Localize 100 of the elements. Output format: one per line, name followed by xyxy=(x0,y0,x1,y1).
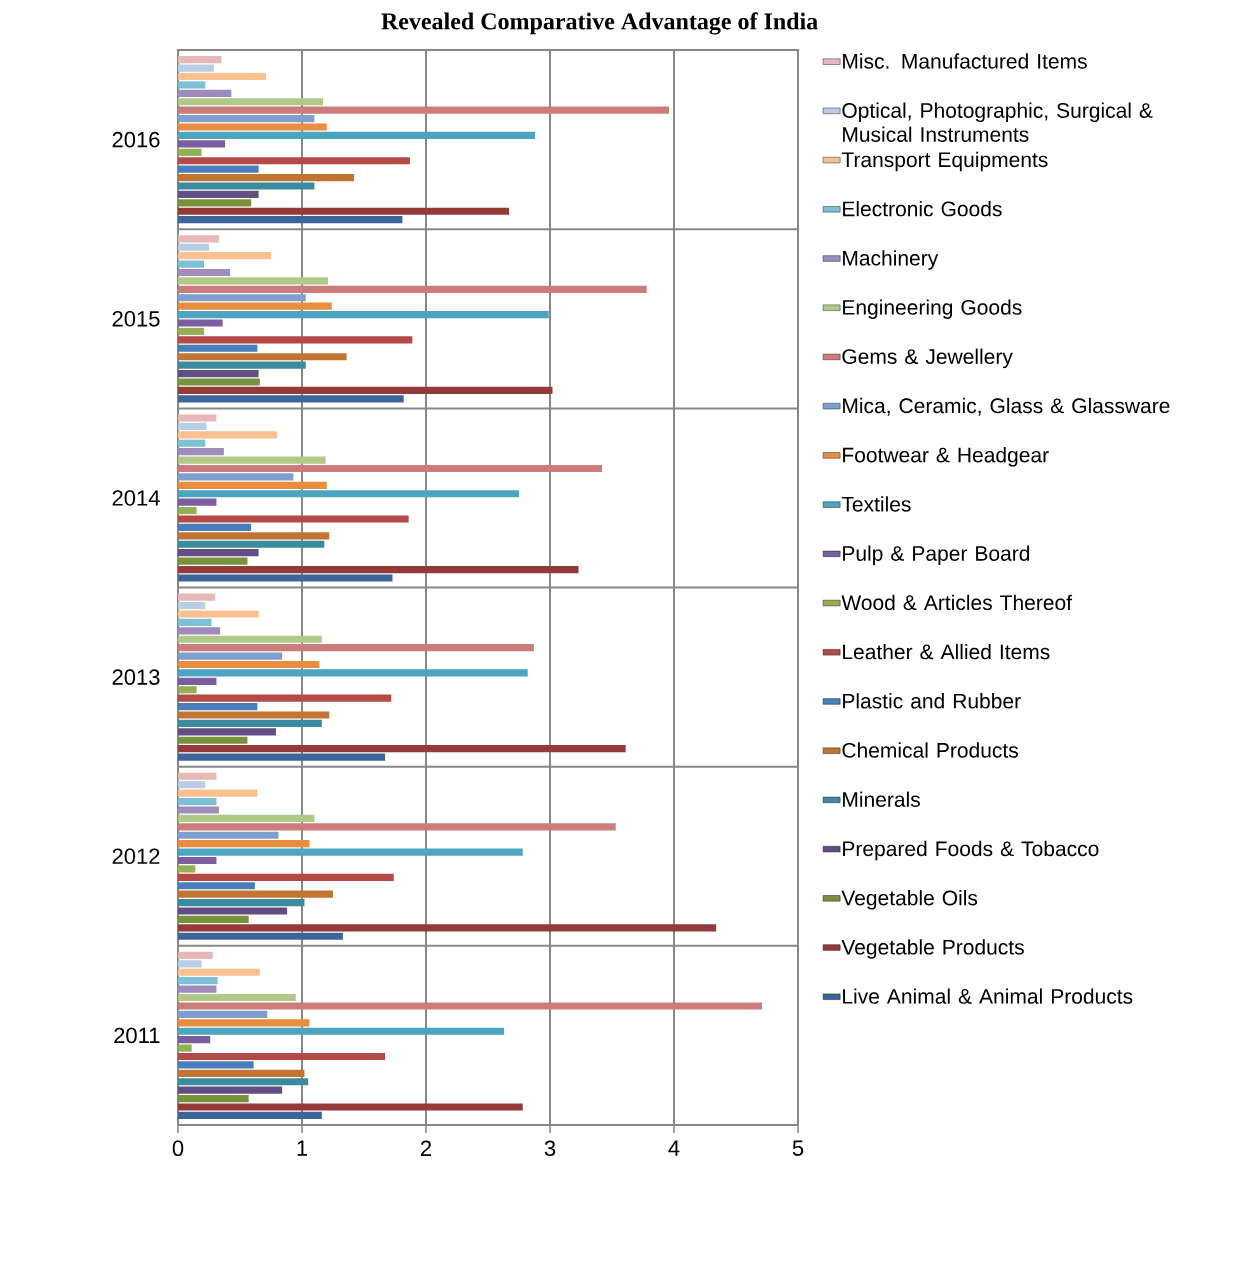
bar xyxy=(178,1086,283,1094)
bar xyxy=(178,1019,310,1027)
bar xyxy=(178,593,216,601)
legend-label: Optical, Photographic, Surgical & Musical Instruments xyxy=(842,102,1153,142)
bar xyxy=(178,907,288,915)
bar xyxy=(178,951,213,960)
bar xyxy=(178,899,305,907)
bar xyxy=(178,823,616,831)
bar xyxy=(178,173,355,182)
bar xyxy=(178,924,717,932)
legend-label: Machinery xyxy=(843,250,939,270)
bar xyxy=(178,618,212,626)
bar xyxy=(178,574,393,582)
bar xyxy=(178,840,310,848)
bar xyxy=(178,490,519,498)
bar xyxy=(178,515,409,523)
bar xyxy=(178,115,315,123)
bar xyxy=(178,386,553,394)
bar xyxy=(178,140,226,148)
bar xyxy=(178,378,260,386)
bar xyxy=(178,753,386,761)
bar xyxy=(178,1103,523,1111)
legend-label: Leather & Allied Items xyxy=(843,643,1050,660)
bar xyxy=(178,831,279,839)
bar xyxy=(178,235,219,243)
bar xyxy=(178,711,330,719)
legend-label: Transport Equipments xyxy=(841,151,1048,172)
bar xyxy=(178,157,410,165)
bar xyxy=(178,985,217,993)
bar xyxy=(178,336,413,344)
x-tick-label: 5 xyxy=(792,1140,804,1156)
bar xyxy=(178,960,202,968)
bar xyxy=(178,131,536,140)
x-tick-label: 0 xyxy=(172,1140,184,1157)
bar xyxy=(178,728,276,736)
bar xyxy=(178,848,523,856)
bar xyxy=(178,285,647,293)
legend-label: Vegetable Products xyxy=(841,939,1024,959)
bar xyxy=(178,98,324,106)
bar xyxy=(178,64,214,72)
bar xyxy=(178,165,259,173)
bar xyxy=(178,422,207,430)
bar xyxy=(178,1111,322,1120)
bar xyxy=(178,302,332,310)
bar xyxy=(178,319,223,327)
bar xyxy=(178,72,267,81)
bar xyxy=(178,532,330,540)
bar xyxy=(178,694,392,702)
bar xyxy=(178,1027,505,1035)
bar xyxy=(178,549,259,557)
bar xyxy=(178,190,259,198)
bar xyxy=(178,344,258,352)
bar xyxy=(178,243,209,251)
legend-label: Vegetable Oils xyxy=(841,889,978,910)
bar xyxy=(178,106,670,114)
bar xyxy=(178,268,231,277)
bar xyxy=(178,216,403,224)
bar xyxy=(178,882,255,890)
bar xyxy=(178,977,218,985)
bar xyxy=(178,806,219,814)
legend-label: Prepared Foods & Tobacco xyxy=(843,840,1099,861)
bar xyxy=(178,993,296,1002)
bar xyxy=(178,677,217,685)
bar xyxy=(178,182,315,190)
bar xyxy=(178,1095,249,1103)
bar xyxy=(178,148,202,156)
bar xyxy=(178,327,205,336)
bar xyxy=(178,507,197,515)
bar xyxy=(178,601,206,610)
bar xyxy=(178,540,325,548)
legend-label: Mica, Ceramic, Glass & Glassware xyxy=(843,397,1170,416)
legend-label: Gems & Jewellery xyxy=(842,348,1013,369)
y-tick-label: 2014 xyxy=(112,490,160,506)
bar xyxy=(178,448,224,456)
bar xyxy=(178,865,196,873)
bar xyxy=(178,915,249,924)
bar xyxy=(178,669,528,677)
bar xyxy=(178,772,217,780)
bar xyxy=(178,627,221,635)
legend-label: Misc. Manufactured Items xyxy=(843,53,1087,69)
y-tick-label: 2011 xyxy=(114,1027,160,1044)
bar xyxy=(178,498,217,506)
bar xyxy=(178,207,510,215)
bar xyxy=(178,252,271,260)
bar xyxy=(178,968,260,976)
bar xyxy=(178,464,603,473)
bar xyxy=(178,414,217,422)
bar xyxy=(178,1036,211,1044)
y-tick-label: 2013 xyxy=(112,669,160,685)
legend-label: Footwear & Headgear xyxy=(843,447,1049,467)
bar xyxy=(178,781,206,789)
bar xyxy=(178,277,329,285)
bar xyxy=(178,260,205,268)
bar xyxy=(178,311,549,319)
bar xyxy=(178,565,579,574)
bar xyxy=(178,814,315,822)
y-tick-label: 2016 xyxy=(112,131,160,148)
bar xyxy=(178,361,306,369)
y-tick-label: 2015 xyxy=(112,311,160,327)
bar xyxy=(178,1078,309,1086)
